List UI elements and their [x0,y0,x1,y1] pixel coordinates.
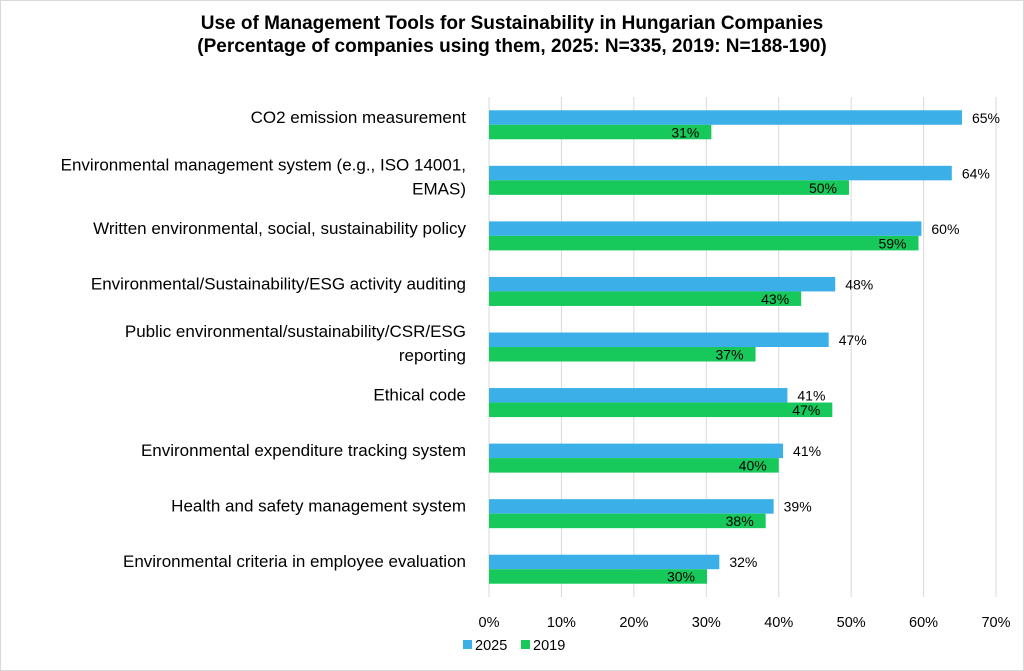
value-label-2025: 64% [962,165,990,181]
bar-2019 [489,402,833,418]
chart-title: Use of Management Tools for Sustainabili… [197,13,826,57]
value-label-2019: 59% [878,235,906,251]
value-label-2025: 41% [793,443,821,459]
value-label-2019: 40% [739,458,767,474]
bar-2019 [489,347,756,362]
bar-2025 [489,221,922,236]
x-tick-label: 10% [547,615,576,631]
category-label: reporting [399,346,466,365]
legend: 2025 2019 [463,638,565,654]
x-tick-label: 0% [479,615,500,631]
x-tick-label: 30% [692,615,721,631]
bars: 65%31%64%50%60%59%48%43%47%37%41%47%41%4… [489,110,1000,585]
category-label: Environmental criteria in employee evalu… [123,552,466,571]
bar-2025 [489,388,788,403]
value-label-2025: 32% [729,554,757,570]
category-label: Environmental/Sustainability/ESG activit… [91,274,466,293]
bar-2025 [489,332,829,347]
value-label-2019: 31% [671,124,699,140]
category-label: Environmental management system (e.g., I… [61,155,466,174]
bar-2019 [489,291,802,306]
category-label: Health and safety management system [171,497,466,516]
category-label: Ethical code [373,386,466,405]
chart-title-line: Use of Management Tools for Sustainabili… [201,13,824,34]
category-label: Written environmental, social, sustainab… [93,219,466,238]
bar-2019 [489,180,849,195]
category-labels: CO2 emission measurement Environmental ma… [61,108,467,571]
value-label-2025: 39% [784,499,812,515]
bar-2025 [489,165,952,181]
legend-swatch-2025 [463,640,472,649]
x-tick-label: 60% [909,615,938,631]
value-label-2025: 41% [797,388,825,404]
bar-2019 [489,235,919,251]
value-label-2025: 48% [845,276,873,292]
chart-title-line: (Percentage of companies using them, 202… [197,36,826,57]
bar-2025 [489,499,774,514]
bar-2019 [489,124,712,140]
x-tick-label: 20% [619,615,648,631]
category-label: Environmental expenditure tracking syste… [141,441,466,460]
value-label-2019: 47% [792,402,820,418]
category-label: CO2 emission measurement [251,108,467,127]
value-label-2025: 47% [839,332,867,348]
x-tick-label: 50% [837,615,866,631]
bar-2019 [489,458,779,473]
category-label: EMAS) [412,179,466,198]
value-label-2019: 38% [726,513,754,529]
value-label-2019: 43% [761,291,789,307]
bar-2019 [489,513,766,529]
value-label-2025: 60% [931,221,959,237]
bar-2025 [489,554,720,570]
value-label-2019: 37% [716,347,744,363]
x-axis-ticks: 0% 10% 20% 30% 40% 50% 60% 70% [479,615,1011,631]
legend-label-2025: 2025 [475,638,507,654]
x-tick-label: 70% [981,615,1010,631]
legend-swatch-2019 [521,640,530,649]
x-tick-label: 40% [764,615,793,631]
bar-2025 [489,110,962,125]
value-label-2019: 30% [667,569,695,585]
bar-2019 [489,569,708,584]
value-label-2025: 65% [972,110,1000,126]
legend-label-2019: 2019 [533,638,565,654]
category-label: Public environmental/sustainability/CSR/… [125,322,466,341]
value-label-2019: 50% [809,180,837,196]
bar-2025 [489,443,784,459]
bar-2025 [489,276,836,292]
